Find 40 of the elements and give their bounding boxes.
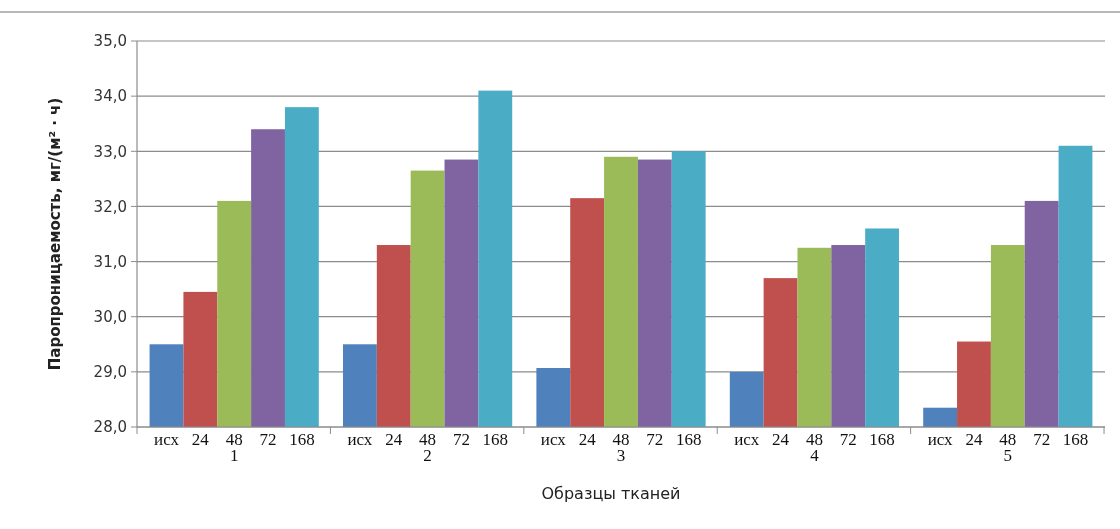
series-label: 48 xyxy=(225,430,243,449)
text: 72 xyxy=(452,430,470,449)
text: 24 xyxy=(965,430,983,449)
text: исх xyxy=(734,430,760,449)
y-tick-label: 33,0 xyxy=(93,142,127,161)
text: 24 xyxy=(772,430,790,449)
x-tick-label: 2 xyxy=(423,446,432,465)
y-tick-label: 35,0 xyxy=(93,32,127,51)
y-tick-label: 30,0 xyxy=(93,307,127,326)
text: исх xyxy=(927,430,953,449)
y-axis-title: Паропроницаемость, мг/(м² · ч) xyxy=(46,97,64,371)
x-tick-label: 3 xyxy=(616,446,626,465)
text: 72 xyxy=(1033,430,1051,449)
y-tick-label: 32,0 xyxy=(93,197,127,216)
x-tick-label: 1 xyxy=(229,446,239,465)
text: 24 xyxy=(385,430,403,449)
text: 48 xyxy=(612,430,630,449)
text: 168 xyxy=(869,430,895,449)
text: 48 xyxy=(419,430,437,449)
series-label: исх xyxy=(154,430,180,449)
text: 48 xyxy=(805,430,823,449)
text: 24 xyxy=(578,430,596,449)
text: 168 xyxy=(482,430,509,449)
series-label: 168 xyxy=(289,430,315,449)
text: 72 xyxy=(646,430,664,449)
y-tick-label: 28,0 xyxy=(93,418,127,437)
series-label: 72 xyxy=(259,430,277,449)
y-tick-label: 29,0 xyxy=(93,363,127,382)
x-tick-label: 5 xyxy=(1003,446,1013,465)
text: исх xyxy=(347,430,373,449)
text: 168 xyxy=(675,430,702,449)
text: исх xyxy=(540,430,566,449)
x-tick-label: 4 xyxy=(810,446,820,465)
text: 168 xyxy=(1062,430,1089,449)
text: 72 xyxy=(839,430,857,449)
y-tick-label: 31,0 xyxy=(93,252,127,271)
series-label: 24 xyxy=(191,430,210,449)
y-tick-label: 34,0 xyxy=(93,87,127,106)
text: 48 xyxy=(999,430,1017,449)
x-axis-title: Образцы тканей xyxy=(541,484,681,503)
